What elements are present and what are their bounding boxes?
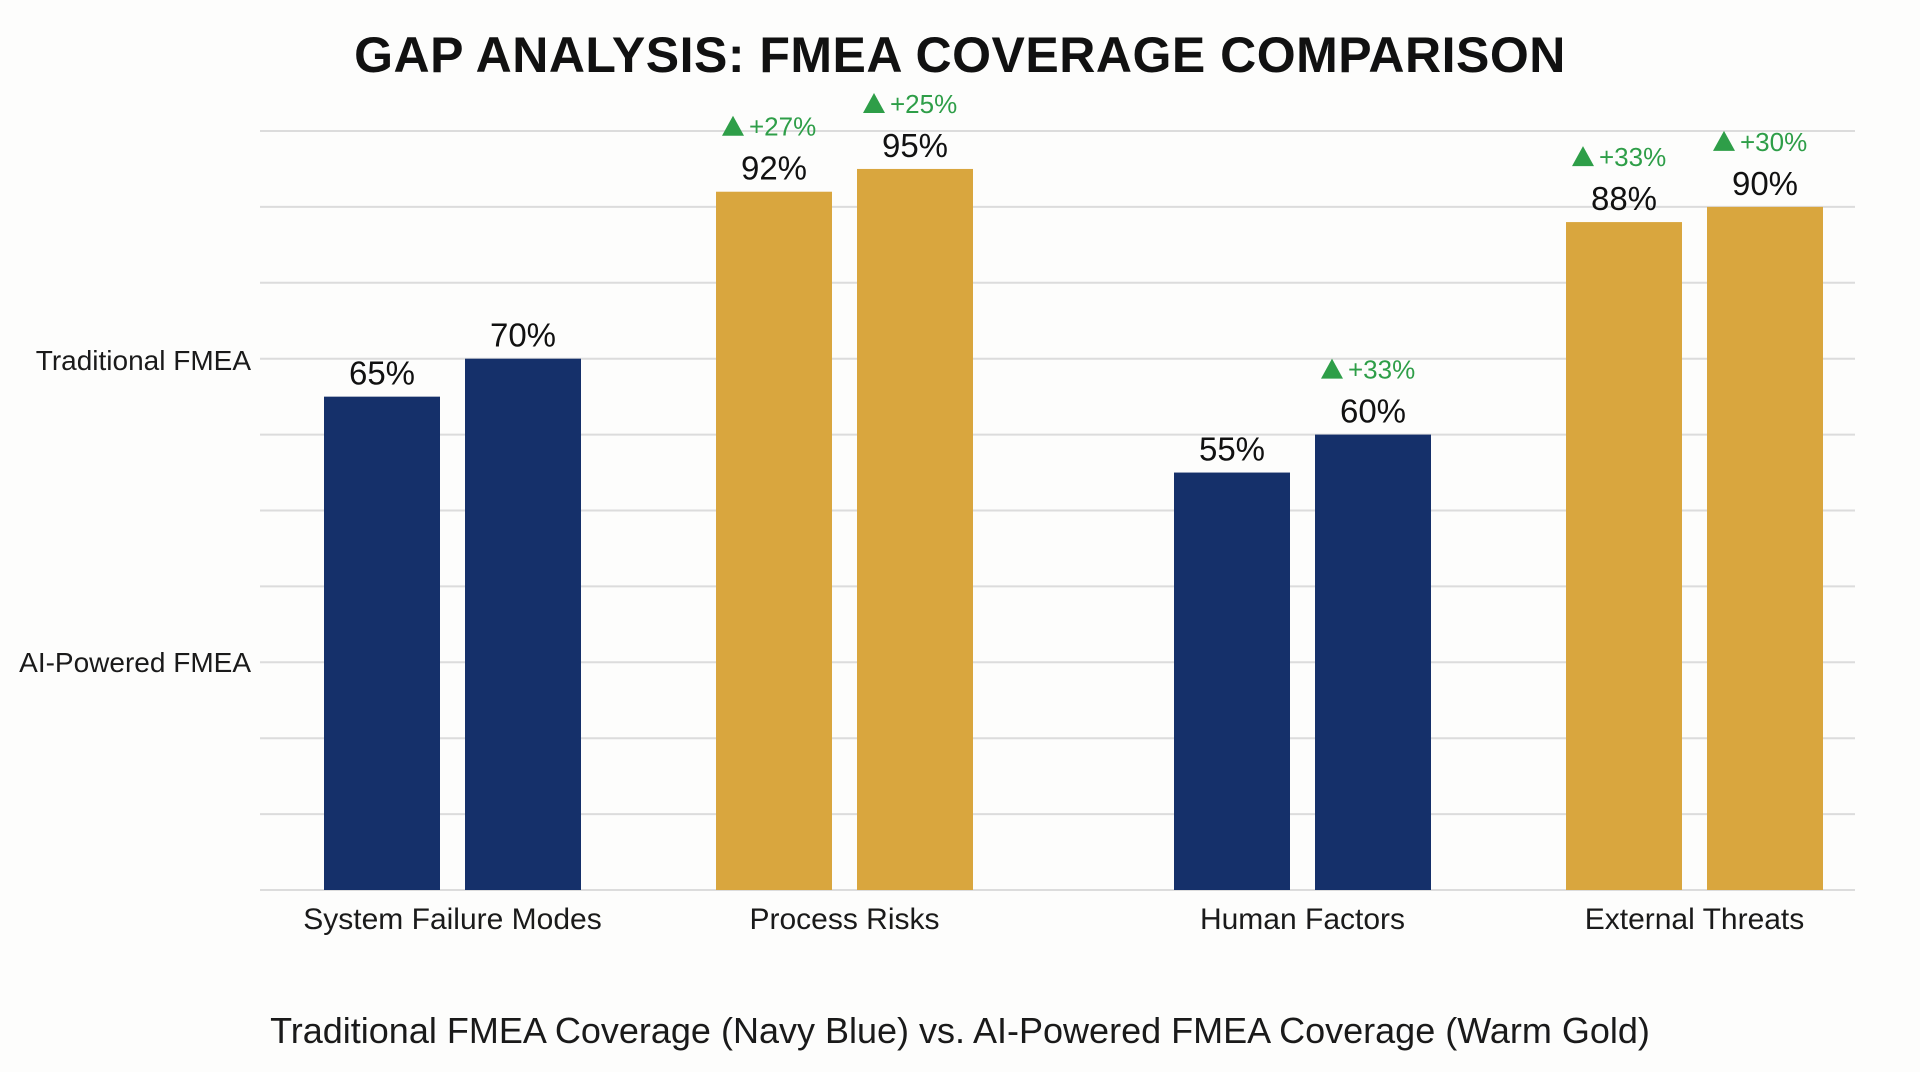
y-label-ai: AI-Powered FMEA [19, 647, 251, 678]
chart-title: GAP ANALYSIS: FMEA COVERAGE COMPARISON [354, 27, 1566, 83]
bar [1707, 206, 1823, 890]
bar [1174, 472, 1290, 890]
value-label: 60% [1340, 393, 1406, 430]
up-triangle-icon [1321, 358, 1343, 379]
y-label-traditional: Traditional FMEA [36, 345, 252, 376]
up-triangle-icon [1713, 130, 1735, 151]
bar [1566, 222, 1682, 890]
bars: 65% 70% System Failure Modes 92% +27% 95% +25%… [303, 89, 1823, 936]
bar [324, 396, 440, 890]
category-label: External Threats [1585, 903, 1805, 936]
category-label: Process Risks [749, 903, 939, 936]
delta-label: +33% [1572, 142, 1666, 172]
bar [857, 168, 973, 890]
bar [1315, 434, 1431, 890]
delta-text: +33% [1348, 355, 1415, 385]
delta-label: +30% [1713, 127, 1807, 157]
delta-label: +25% [863, 89, 957, 119]
delta-text: +33% [1599, 142, 1666, 172]
up-triangle-icon [863, 92, 885, 113]
delta-label: +33% [1321, 355, 1415, 385]
value-label: 95% [882, 127, 948, 164]
value-label: 92% [741, 150, 807, 187]
value-label: 55% [1199, 431, 1265, 468]
category-label: System Failure Modes [303, 903, 601, 936]
chart-caption: Traditional FMEA Coverage (Navy Blue) vs… [270, 1010, 1650, 1051]
value-label: 70% [490, 317, 556, 354]
delta-label: +27% [722, 112, 816, 142]
value-label: 90% [1732, 165, 1798, 202]
value-label: 88% [1591, 180, 1657, 217]
delta-text: +27% [749, 112, 816, 142]
delta-text: +30% [1740, 127, 1807, 157]
category-label: Human Factors [1200, 903, 1405, 936]
bar [465, 358, 581, 890]
value-label: 65% [349, 355, 415, 392]
up-triangle-icon [1572, 146, 1594, 167]
up-triangle-icon [722, 115, 744, 136]
bar [716, 191, 832, 891]
delta-text: +25% [890, 89, 957, 119]
